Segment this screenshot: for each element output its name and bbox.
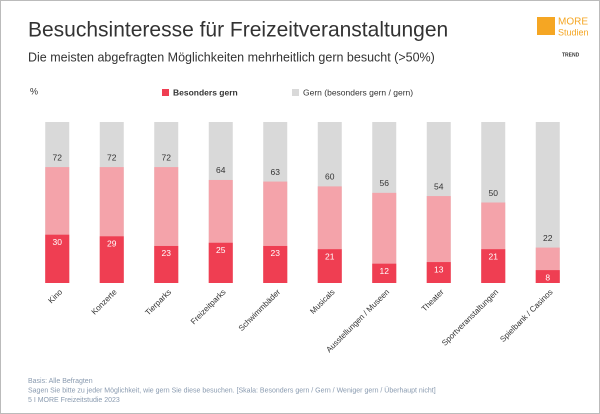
legend-swatch <box>292 89 299 96</box>
value-label: 72 <box>53 152 63 162</box>
value-label: 25 <box>216 245 226 255</box>
bar <box>99 236 124 283</box>
value-label: 8 <box>545 272 550 282</box>
chart-subtitle: Die meisten abgefragten Möglichkeiten me… <box>28 50 435 64</box>
bar <box>426 262 451 283</box>
y-label: % <box>30 86 38 96</box>
bar <box>263 245 288 283</box>
bar <box>481 249 506 283</box>
value-label: 22 <box>543 233 553 243</box>
value-label: 56 <box>380 178 390 188</box>
value-label: 29 <box>107 239 117 249</box>
footnote: Sagen Sie bitte zu jeder Möglichkeit, wi… <box>28 386 436 394</box>
value-label: 60 <box>325 172 335 182</box>
value-label: 12 <box>380 266 390 276</box>
bar <box>317 249 342 283</box>
bar <box>208 242 233 283</box>
bar <box>45 234 70 283</box>
value-label: 21 <box>489 251 499 261</box>
value-label: 23 <box>271 248 281 258</box>
value-label: 72 <box>162 152 172 162</box>
logo-icon <box>537 17 555 35</box>
value-label: 54 <box>434 181 444 191</box>
value-label: 21 <box>325 251 335 261</box>
bar <box>535 270 560 283</box>
chart-title: Besuchsinteresse für Freizeitveranstaltu… <box>28 19 448 42</box>
value-label: 63 <box>271 167 281 177</box>
value-label: 30 <box>53 237 63 247</box>
value-label: 13 <box>434 264 444 274</box>
footnote: 5 I MORE Freizeitstudie 2023 <box>28 397 120 404</box>
legend-swatch <box>162 89 169 96</box>
legend-label: Besonders gern <box>173 87 238 97</box>
badge: TREND <box>562 52 580 58</box>
logo-subtitle: Studien <box>558 27 589 37</box>
value-label: 23 <box>162 248 172 258</box>
bar <box>154 245 179 283</box>
footnote: Basis: Alle Befragten <box>28 378 93 385</box>
legend-label: Gern (besonders gern / gern) <box>303 87 413 97</box>
value-label: 50 <box>489 188 499 198</box>
value-label: 64 <box>216 165 226 175</box>
logo-title: MORE <box>558 17 588 28</box>
value-label: 72 <box>107 152 117 162</box>
bar <box>372 263 397 283</box>
